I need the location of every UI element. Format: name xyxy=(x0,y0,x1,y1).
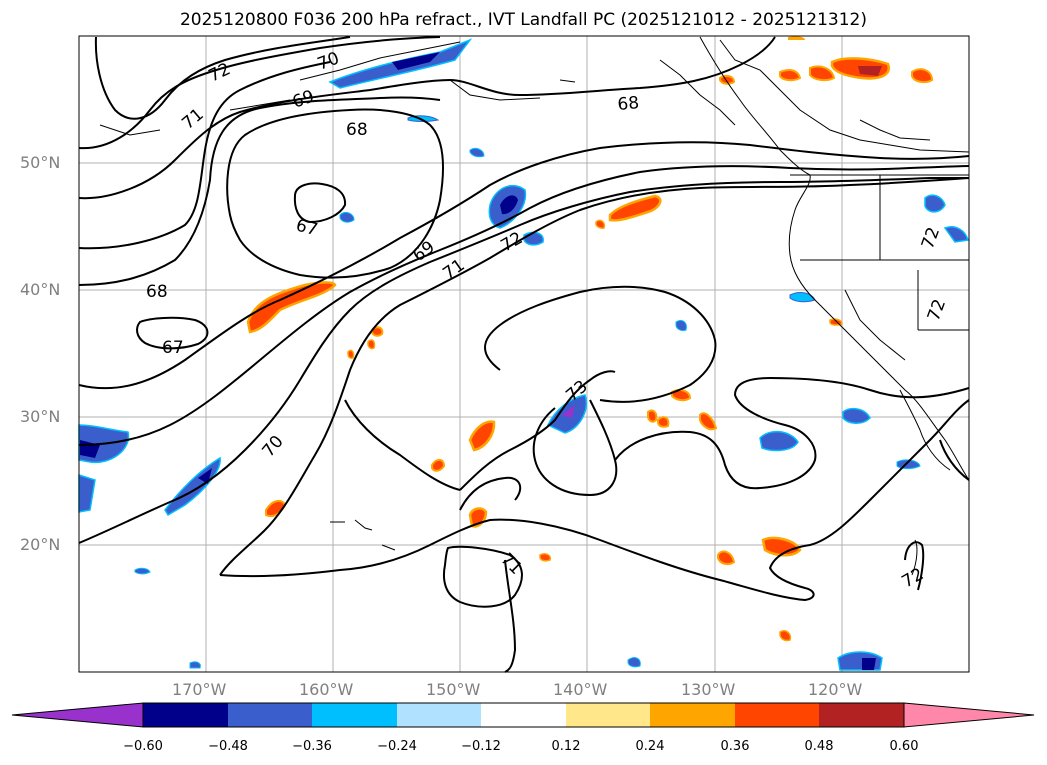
contour-label: 68 xyxy=(346,120,368,140)
colorbar-tick-label: 0.36 xyxy=(720,739,750,754)
colorbar-swatch xyxy=(566,703,650,727)
colorbar-swatch xyxy=(397,703,481,727)
positive-anomaly-fills xyxy=(246,36,934,642)
lat-label: 20°N xyxy=(20,535,61,554)
lat-label: 50°N xyxy=(20,153,61,172)
colorbar-swatch xyxy=(650,703,735,727)
colorbar-swatch xyxy=(735,703,819,727)
colorbar-tick-label: −0.60 xyxy=(123,739,163,754)
lon-label: 120°W xyxy=(808,680,863,699)
coastlines xyxy=(99,36,970,576)
graticule xyxy=(79,36,969,672)
lon-label: 150°W xyxy=(426,680,481,699)
colorbar-tick-label: 0.60 xyxy=(889,739,919,754)
contour-label: 68 xyxy=(146,282,168,302)
colorbar-swatch xyxy=(819,703,904,727)
colorbar-swatch xyxy=(481,703,566,727)
colorbar-tick-label: 0.48 xyxy=(804,739,834,754)
colorbar-tick-label: −0.12 xyxy=(461,739,501,754)
lon-label: 140°W xyxy=(553,680,608,699)
lat-label: 30°N xyxy=(20,407,61,426)
colorbar-extend-high xyxy=(903,702,1035,728)
refractivity-contours xyxy=(78,36,970,673)
negative-anomaly-fills xyxy=(78,38,969,671)
colorbar-swatch xyxy=(228,703,312,727)
map-title: 2025120800 F036 200 hPa refract., IVT La… xyxy=(179,10,867,30)
colorbar xyxy=(11,702,1035,728)
lat-label: 40°N xyxy=(20,280,61,299)
colorbar-tick-label: −0.36 xyxy=(292,739,332,754)
colorbar-tick-label: 0.24 xyxy=(635,739,665,754)
colorbar-tick-label: −0.24 xyxy=(377,739,417,754)
colorbar-swatch xyxy=(143,703,228,727)
colorbar-tick-label: 0.12 xyxy=(551,739,581,754)
colorbar-swatch xyxy=(312,703,397,727)
colorbar-extend-low xyxy=(11,702,144,728)
lon-label: 130°W xyxy=(681,680,736,699)
map-border xyxy=(78,35,970,673)
colorbar-tick-label: −0.48 xyxy=(208,739,248,754)
lon-label: 170°W xyxy=(172,680,227,699)
contour-label: 67 xyxy=(162,338,184,358)
lon-label: 160°W xyxy=(299,680,354,699)
contour-label: 68 xyxy=(617,93,640,115)
